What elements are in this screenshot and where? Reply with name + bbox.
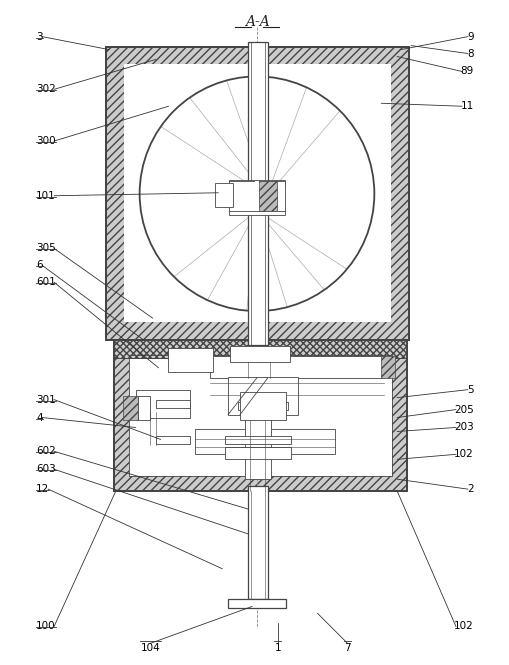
Text: 2: 2 (467, 484, 474, 494)
Bar (229, 180, 285, 185)
Text: 1: 1 (274, 643, 281, 653)
Bar (248, 486, 268, 598)
Bar (124, 65, 391, 322)
Bar (129, 355, 392, 476)
Bar (229, 209, 285, 215)
Bar (156, 400, 190, 408)
Text: 102: 102 (454, 450, 474, 460)
Bar (228, 598, 286, 608)
Bar (215, 183, 233, 207)
Bar (136, 390, 190, 418)
Text: 89: 89 (461, 66, 474, 76)
Text: 102: 102 (454, 621, 474, 631)
Text: 603: 603 (36, 464, 56, 474)
Bar (129, 355, 392, 476)
Text: 9: 9 (467, 32, 474, 42)
Bar (245, 414, 271, 479)
Text: 12: 12 (36, 484, 49, 494)
Text: 203: 203 (454, 422, 474, 432)
Text: 4: 4 (36, 412, 43, 422)
Text: 3: 3 (36, 32, 43, 42)
Text: 8: 8 (467, 49, 474, 59)
Bar (210, 356, 384, 378)
Bar (106, 47, 409, 340)
Bar (229, 181, 285, 211)
Text: 300: 300 (36, 136, 56, 146)
Bar (137, 396, 150, 420)
Bar (106, 47, 409, 340)
Text: 602: 602 (36, 446, 56, 456)
Text: 301: 301 (36, 394, 56, 404)
Bar (195, 430, 334, 454)
Bar (168, 348, 213, 372)
Text: 302: 302 (36, 84, 56, 94)
Text: 7: 7 (344, 643, 351, 653)
Bar (156, 436, 190, 444)
Bar (114, 340, 407, 358)
Bar (225, 448, 291, 460)
Text: 305: 305 (36, 243, 56, 253)
Bar (228, 377, 298, 414)
Text: A-A: A-A (245, 15, 269, 29)
Text: 5: 5 (467, 384, 474, 395)
Bar (123, 396, 137, 420)
Bar (248, 42, 268, 345)
Text: 104: 104 (140, 643, 160, 653)
Bar (259, 181, 277, 211)
Text: 601: 601 (36, 277, 56, 287)
Text: 205: 205 (454, 404, 474, 414)
Circle shape (139, 76, 374, 311)
Bar (225, 436, 291, 444)
Bar (381, 356, 395, 378)
Bar (240, 392, 286, 420)
Bar (114, 340, 407, 358)
Bar (255, 181, 259, 211)
Text: 11: 11 (461, 101, 474, 111)
Bar (114, 340, 407, 491)
Text: 101: 101 (36, 191, 56, 201)
Text: 100: 100 (36, 621, 56, 631)
Bar (230, 346, 290, 362)
Text: 6: 6 (36, 261, 43, 271)
Bar (238, 402, 288, 410)
Bar (114, 340, 407, 491)
